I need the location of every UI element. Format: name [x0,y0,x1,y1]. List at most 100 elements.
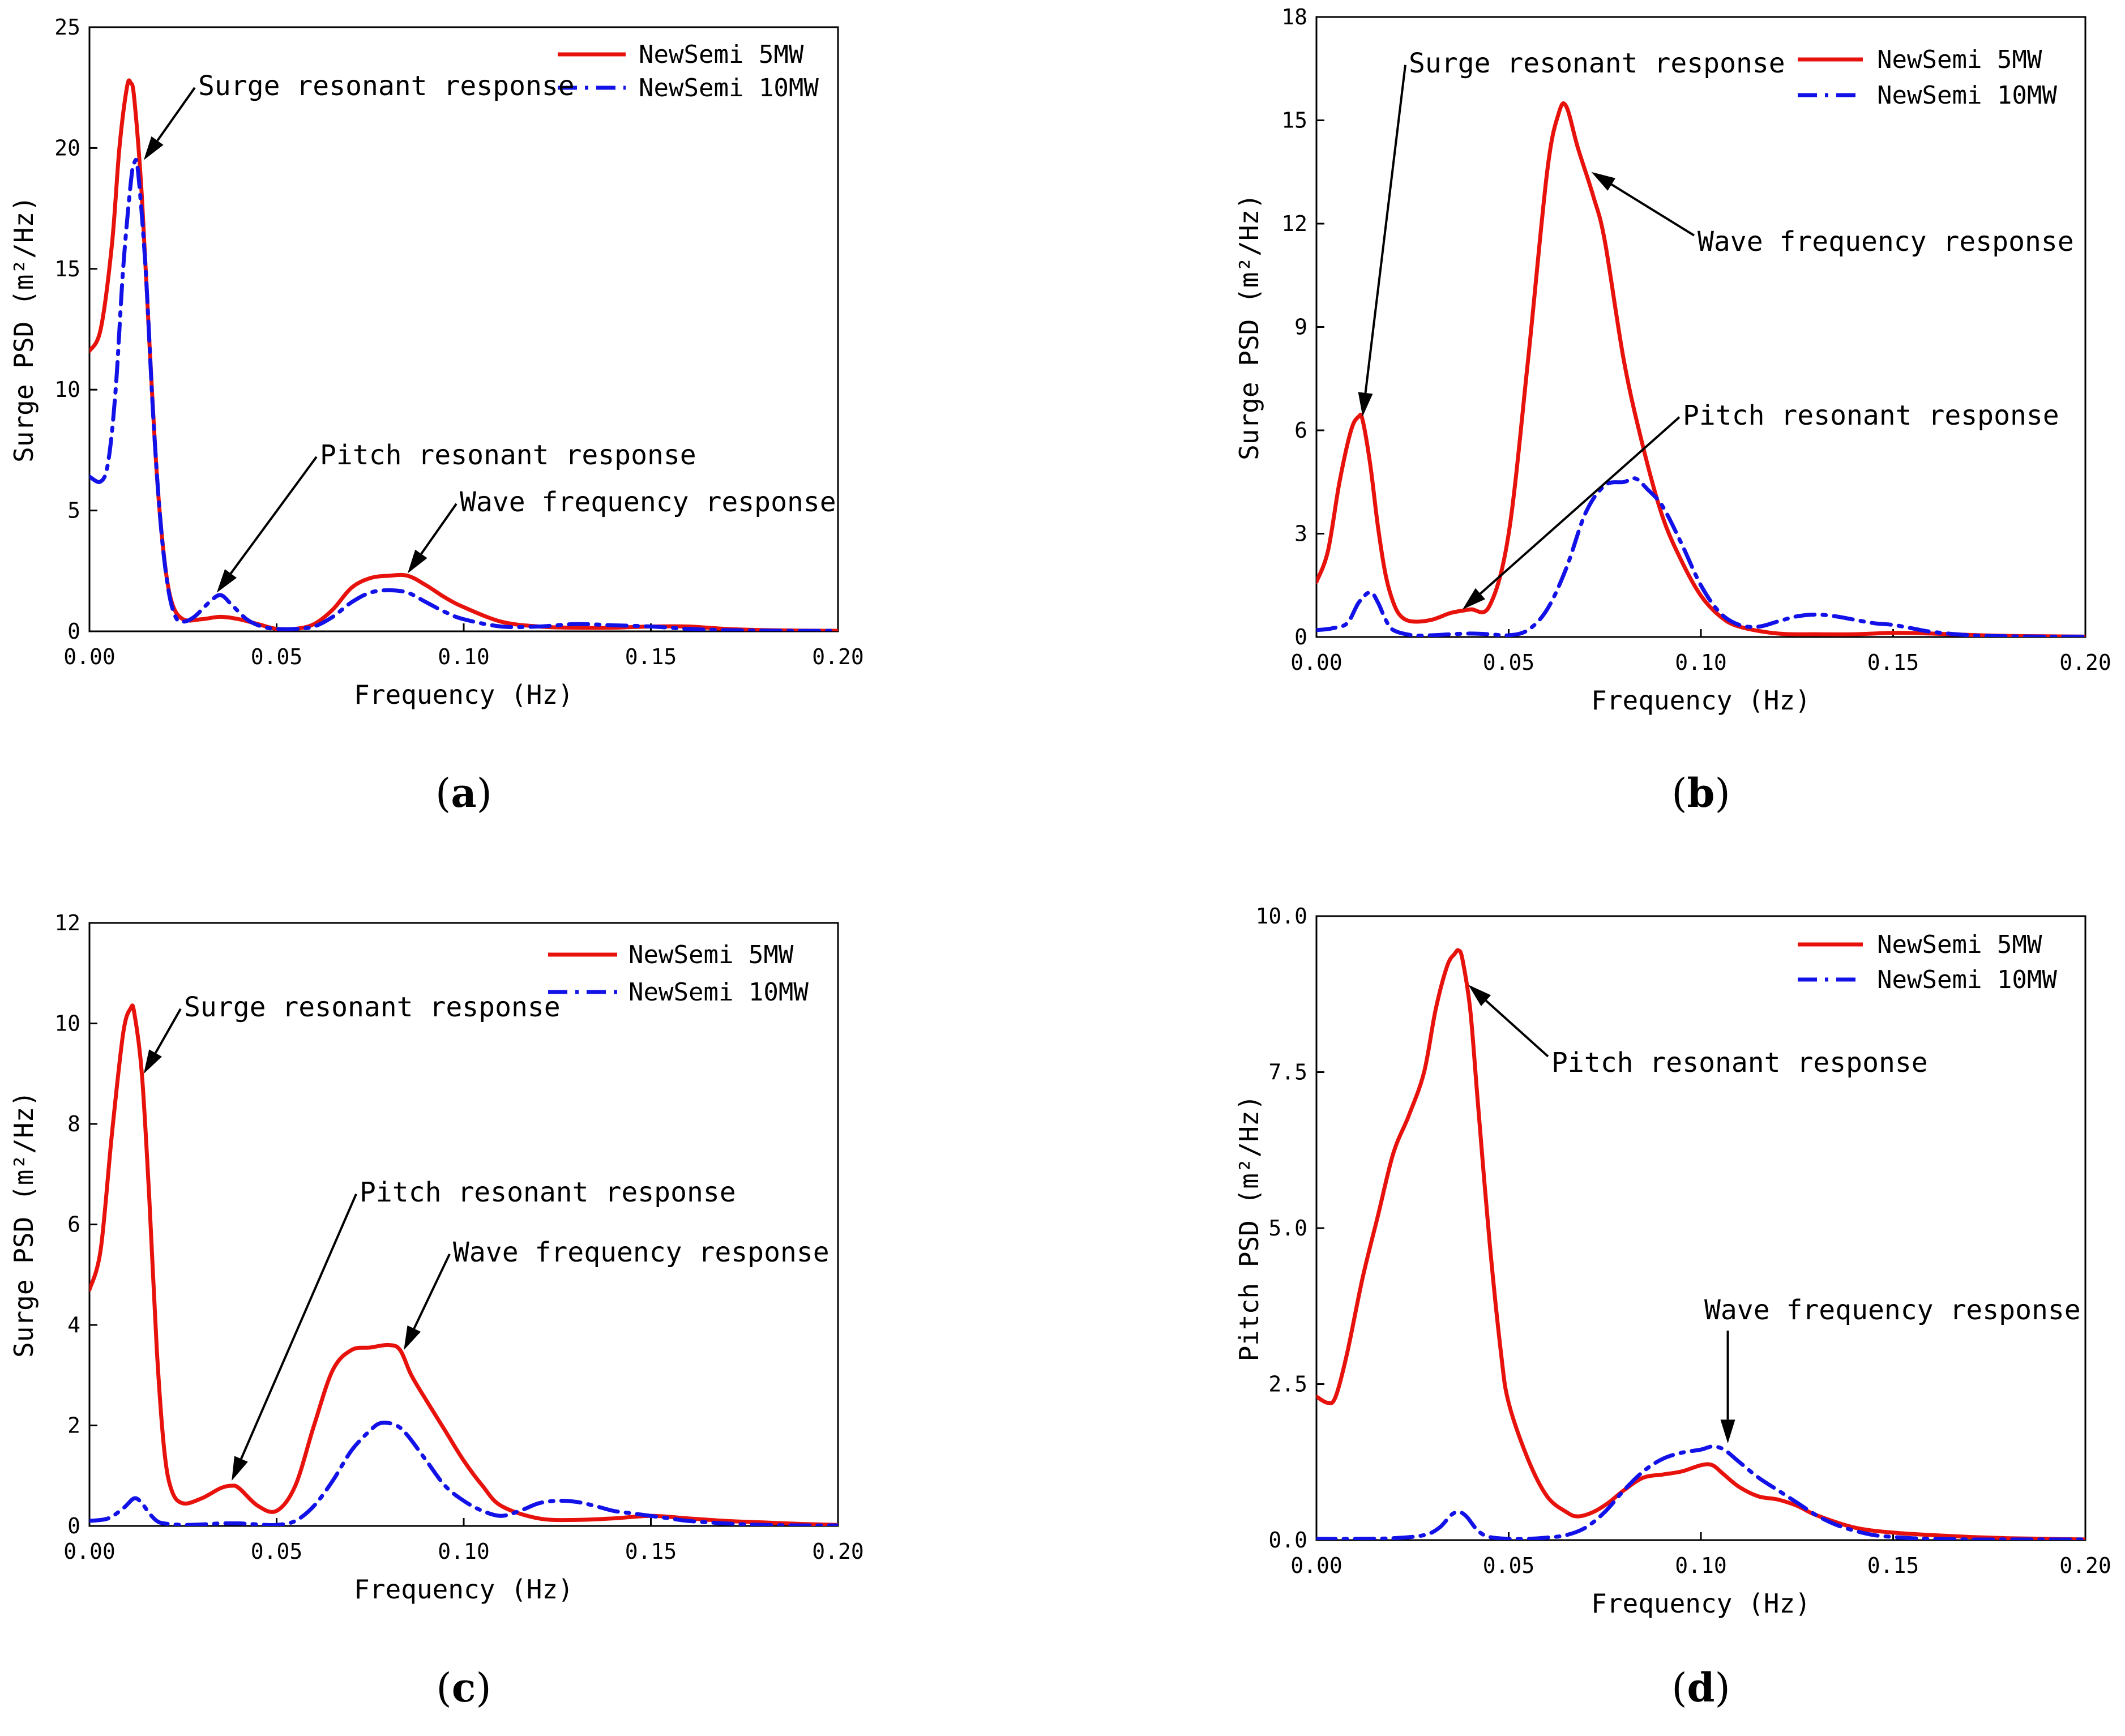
annotation-arrow [404,1253,451,1350]
series-line-10mw [1316,476,2085,637]
x-tick-label: 0.15 [625,644,677,669]
annotation-label: Surge resonant response [1409,48,1785,79]
arrow-shaft [1480,416,1681,595]
arrow-head [232,1456,248,1481]
arrow-head [143,1049,162,1074]
y-tick-label: 25 [54,15,80,40]
annotation-label: Pitch resonant response [360,1177,736,1208]
y-axis-label: Surge PSD (m²/Hz) [8,196,39,463]
annotation-label: Wave frequency response [460,486,836,518]
annotation-arrow [143,87,196,160]
y-axis-label: Surge PSD (m²/Hz) [8,1091,39,1358]
x-tick-label: 0.10 [1675,1553,1727,1578]
series-line-5mw [89,1003,838,1526]
x-tick-label: 0.15 [625,1539,677,1564]
legend-label: NewSemi 5MW [1877,930,2042,959]
arrow-shaft [1364,65,1406,394]
annotation-arrow [407,503,458,574]
y-tick-label: 8 [67,1111,80,1136]
legend-label: NewSemi 5MW [639,40,804,69]
y-tick-label: 3 [1294,521,1307,546]
panel-label: (c) [436,1664,491,1711]
series-group [1316,101,2085,637]
x-tick-label: 0.20 [2059,650,2111,675]
y-tick-label: 12 [54,910,80,935]
y-tick-label: 5 [67,498,80,523]
arrow-head [1463,588,1486,610]
panel-label: (b) [1671,769,1730,816]
series-group [89,78,838,631]
y-tick-label: 2.5 [1268,1372,1307,1397]
plot-area-frame [88,26,839,632]
arrow-head [1358,392,1373,417]
y-tick-label: 0 [1294,625,1307,649]
chart-panel-b: 0.00 0.05 0.10 0.15 0.20 0 3 6 9 12 15 18 Frequency … [1234,5,2111,816]
y-tick-label: 4 [67,1312,80,1337]
y-tick-label: 18 [1281,5,1307,29]
y-tick-label: 9 [1294,315,1307,340]
y-tick-label: 0.0 [1268,1528,1307,1553]
annotation-arrow [1463,416,1681,610]
annotation-arrow [232,1194,357,1481]
arrow-head [1720,1419,1735,1444]
legend-label: NewSemi 5MW [628,940,794,969]
chart-panel-c: 0.00 0.05 0.10 0.15 0.20 0 2 4 6 8 10 12 Frequency (… [8,910,864,1711]
x-tick-label: 0.15 [1867,1553,1919,1578]
chart-panel-a: 0.00 0.05 0.10 0.15 0.20 0 5 10 15 20 25 Frequency … [8,15,864,816]
arrow-shaft [154,1008,182,1054]
arrow-head [1591,172,1616,191]
series-line-5mw [1316,101,2085,637]
x-axis-label: Frequency (Hz) [1591,1588,1811,1619]
arrow-head [404,1325,421,1350]
arrow-head [143,136,164,160]
annotation-arrow [143,1008,182,1074]
x-tick-label: 0.20 [812,1539,864,1564]
y-axis-label: Surge PSD (m²/Hz) [1234,194,1264,460]
annotation-label: Surge resonant response [184,991,561,1023]
arrow-shaft [1485,999,1549,1058]
legend-label: NewSemi 10MW [1877,81,2057,110]
annotation-arrow [1468,985,1549,1058]
y-tick-label: 0 [67,619,80,644]
y-axis-label: Pitch PSD (m²/Hz) [1234,1095,1264,1362]
y-tick-label: 7.5 [1268,1060,1307,1085]
series-group [1316,948,2085,1540]
arrow-head [1468,985,1491,1006]
y-tick-label: 6 [1294,418,1307,443]
annotation-label: Surge resonant response [198,70,575,102]
legend: NewSemi 5MW NewSemi 10MW [558,40,819,102]
x-tick-label: 0.00 [63,644,116,669]
arrow-shaft [156,87,196,142]
legend-label: NewSemi 5MW [1877,45,2042,74]
series-group [89,1003,838,1526]
x-tick-label: 0.20 [2059,1553,2111,1578]
y-tick-label: 20 [54,135,80,160]
series-line-10mw [1316,1444,2085,1540]
x-tick-label: 0.10 [1675,650,1727,675]
y-tick-label: 15 [54,256,80,281]
x-tick-label: 0.00 [63,1539,116,1564]
annotation-arrow [216,456,318,593]
y-tick-label: 6 [67,1212,80,1237]
y-tick-label: 0 [67,1513,80,1538]
annotation-label: Pitch resonant response [1551,1047,1928,1079]
arrow-shaft [413,1253,451,1329]
y-tick-label: 2 [67,1413,80,1438]
x-tick-label: 0.05 [251,644,303,669]
annotation-label: Wave frequency response [1704,1294,2081,1326]
legend-label: NewSemi 10MW [639,74,819,102]
x-tick-label: 0.00 [1290,650,1342,675]
x-tick-label: 0.15 [1867,650,1919,675]
y-tick-label: 15 [1281,108,1307,133]
annotation-arrow [1591,172,1695,237]
plot-area-frame [1315,16,2086,638]
plot-area-frame [1315,915,2086,1541]
arrow-head [216,569,237,593]
arrow-shaft [240,1194,357,1460]
x-tick-label: 0.05 [1483,1553,1535,1578]
annotation-label: Wave frequency response [453,1237,830,1268]
legend: NewSemi 5MW NewSemi 10MW [1798,930,2057,994]
legend: NewSemi 5MW NewSemi 10MW [1798,45,2057,110]
y-tick-label: 10 [54,377,80,402]
annotation-arrow [1358,65,1406,417]
